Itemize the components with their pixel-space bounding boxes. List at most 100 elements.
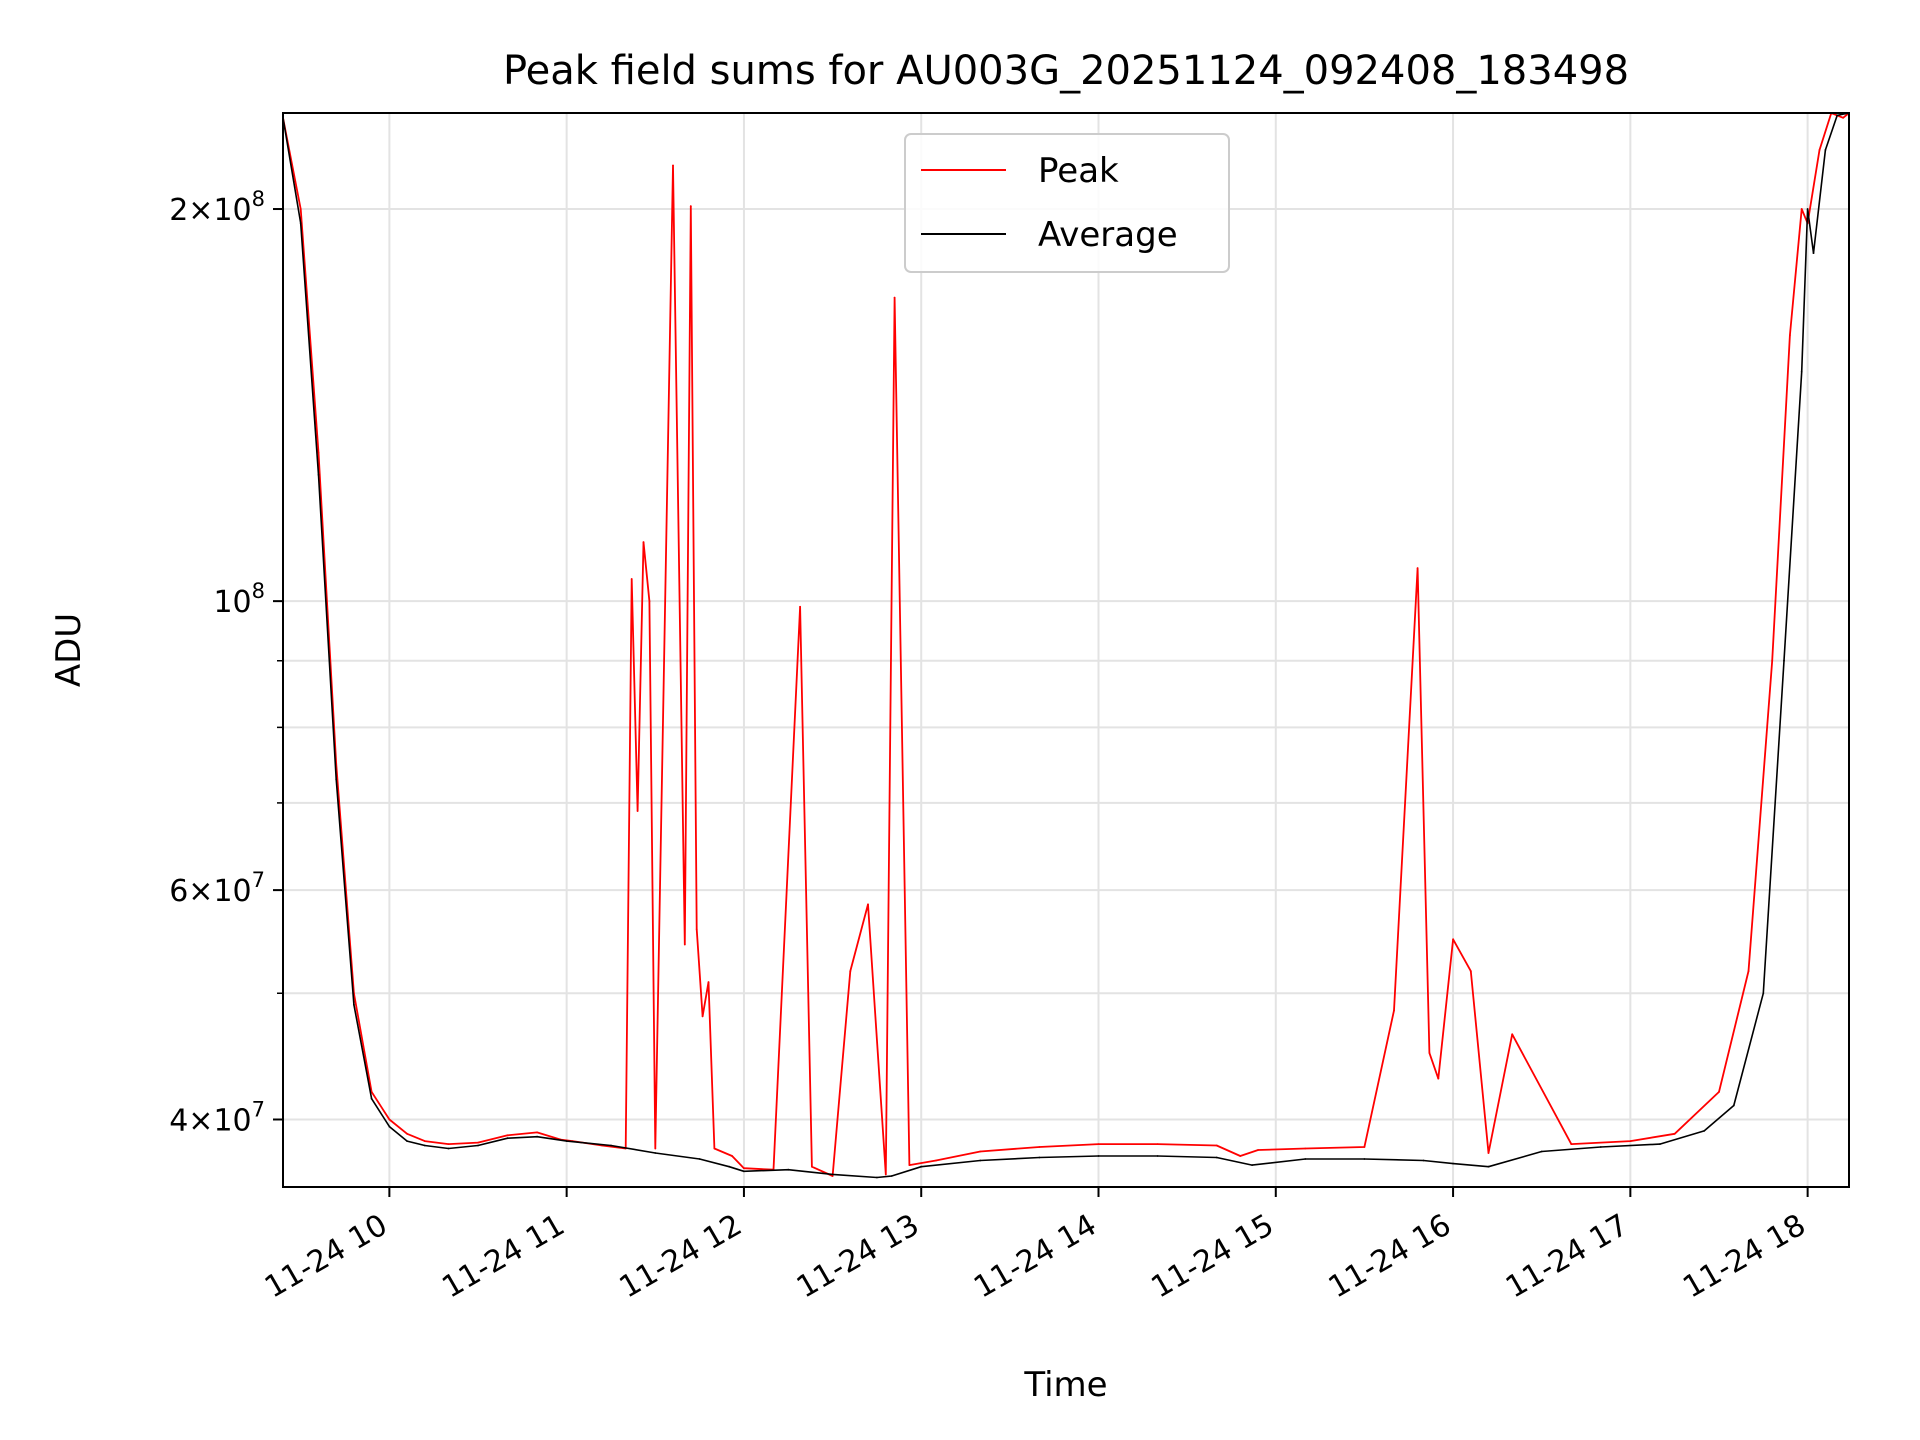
legend-label-peak: Peak [1038, 151, 1119, 191]
y-tick-label: 108 [213, 579, 265, 620]
data-point-average [1304, 1158, 1307, 1160]
data-point-peak [689, 205, 692, 208]
data-point-peak [388, 1118, 391, 1121]
data-point-average [406, 1140, 408, 1142]
data-point-peak [1257, 1149, 1259, 1151]
data-point-average [423, 1144, 426, 1147]
grid [283, 113, 1849, 1187]
data-point-average [1215, 1156, 1218, 1159]
data-point-average [477, 1144, 479, 1147]
data-point-average [1762, 992, 1765, 995]
data-point-average [1800, 370, 1803, 373]
data-point-average [654, 1152, 657, 1154]
data-point-peak [423, 1140, 426, 1142]
data-point-average [1422, 1159, 1425, 1162]
data-point-average [1659, 1143, 1661, 1145]
y-tick-label: 4×107 [169, 1097, 265, 1138]
data-point-peak [811, 1165, 813, 1168]
data-point-peak [1771, 659, 1774, 662]
data-point-average [1703, 1130, 1706, 1132]
data-point-peak [743, 1167, 745, 1170]
data-point-peak [1038, 1146, 1041, 1148]
data-point-peak [1239, 1155, 1242, 1157]
data-point-peak [1304, 1147, 1307, 1150]
data-point-average [1783, 659, 1785, 662]
data-point-average [698, 1158, 701, 1160]
data-point-average [536, 1135, 538, 1138]
data-point-peak [1842, 116, 1844, 119]
data-point-average [876, 1176, 878, 1179]
data-point-peak [477, 1141, 479, 1144]
data-point-average [388, 1125, 391, 1128]
data-point-peak [799, 605, 801, 608]
x-axis-label: Time [1023, 1365, 1107, 1405]
data-point-average [506, 1137, 509, 1140]
legend-label-average: Average [1038, 215, 1178, 255]
chart-title: Peak field sums for AU003G_20251124_0924… [503, 48, 1629, 94]
data-point-average [317, 474, 320, 476]
data-point-average [370, 1097, 373, 1100]
data-point-peak [506, 1134, 509, 1137]
data-point-peak [1629, 1140, 1632, 1142]
data-point-peak [884, 1173, 887, 1176]
data-point-peak [642, 541, 645, 543]
data-point-average [1251, 1164, 1253, 1166]
data-point-average [1836, 114, 1839, 117]
data-point-peak [654, 1147, 657, 1150]
data-point-average [1038, 1156, 1041, 1159]
data-point-peak [299, 208, 302, 210]
data-point-peak [447, 1143, 450, 1145]
data-point-peak [701, 1015, 704, 1018]
data-point-average [1824, 149, 1827, 151]
data-point-peak [1156, 1143, 1159, 1145]
plot-frame [282, 112, 1850, 1188]
data-point-average [1097, 1155, 1100, 1157]
data-point-peak [1416, 567, 1419, 570]
data-point-average [1812, 252, 1815, 255]
data-point-peak [1437, 1077, 1440, 1080]
data-point-average [1732, 1104, 1735, 1107]
data-point-average [979, 1159, 982, 1162]
data-point-average [743, 1170, 745, 1173]
data-point-peak [695, 928, 698, 930]
data-point-peak [672, 164, 674, 167]
data-point-peak [707, 981, 710, 983]
y-tick-label: 2×108 [169, 187, 265, 228]
data-point-average [299, 222, 302, 225]
data-point-peak [731, 1155, 733, 1157]
data-point-average [1599, 1146, 1602, 1148]
data-point-peak [893, 296, 896, 299]
data-point-peak [406, 1132, 408, 1135]
data-point-peak [1673, 1132, 1676, 1135]
data-point-average [890, 1175, 893, 1177]
data-point-peak [935, 1159, 937, 1162]
data-point-average [353, 1003, 355, 1006]
data-point-peak [536, 1131, 538, 1134]
data-point-peak [1818, 149, 1821, 151]
data-point-average [335, 778, 338, 781]
data-point-peak [867, 903, 869, 906]
data-point-peak [1469, 970, 1472, 972]
data-point-peak [1511, 1033, 1514, 1036]
data-point-peak [849, 970, 852, 972]
data-point-average [1540, 1150, 1543, 1153]
data-point-peak [1789, 334, 1791, 337]
y-tick-label: 6×107 [169, 868, 265, 909]
legend-box [904, 133, 1230, 273]
data-point-peak [636, 810, 639, 812]
data-point-peak [1215, 1144, 1218, 1147]
data-point-average [787, 1168, 790, 1171]
data-point-average [1452, 1162, 1454, 1165]
data-point-peak [630, 578, 633, 580]
data-point-peak [1800, 208, 1803, 210]
legend: Peak Average [904, 133, 1230, 273]
data-point-peak [713, 1147, 716, 1150]
data-point-peak [1363, 1146, 1366, 1148]
data-point-peak [831, 1175, 834, 1177]
data-point-average [610, 1144, 612, 1147]
data-point-peak [1747, 970, 1750, 972]
data-point-peak [1428, 1052, 1431, 1054]
data-point-average [1363, 1158, 1366, 1160]
data-point-peak [908, 1164, 911, 1166]
